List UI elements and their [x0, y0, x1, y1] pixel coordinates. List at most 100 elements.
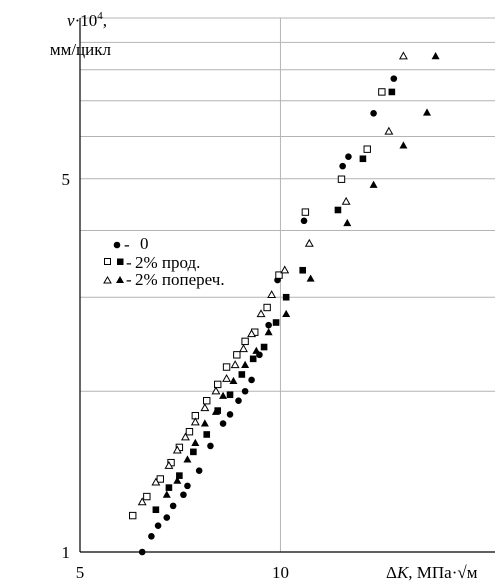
data-point-circle [241, 387, 249, 395]
data-point-circle [163, 514, 171, 521]
legend-dash: - [126, 270, 132, 289]
data-point-filled-triangle [264, 327, 273, 336]
data-point-circle [345, 153, 352, 160]
data-point-filled-square [334, 206, 342, 214]
y-tick-label: 1 [62, 543, 71, 562]
data-point-circle [300, 217, 308, 225]
data-point-open-triangle [222, 374, 232, 382]
data-point-filled-triangle [241, 360, 250, 368]
x-axis-label: ΔK, МПа·√м [386, 563, 478, 582]
data-point-filled-square [176, 472, 183, 479]
data-point-open-triangle [247, 329, 257, 338]
data-point-open-triangle [172, 445, 182, 454]
x-label-sqrt: √м [457, 563, 477, 582]
data-point-circle [138, 548, 146, 556]
data-point-filled-triangle [191, 438, 200, 446]
x-tick-label: 5 [76, 563, 85, 582]
legend-label: 2% прод. [135, 253, 200, 272]
y-label-comma: , [103, 11, 107, 30]
data-point-filled-triangle [229, 376, 238, 385]
data-point-circle [370, 110, 377, 117]
data-point-filled-triangle [282, 309, 291, 318]
data-point-open-square [214, 380, 222, 389]
data-point-open-square [263, 303, 271, 312]
data-point-filled-triangle [423, 108, 432, 116]
data-point-circle [265, 321, 272, 329]
data-point-open-triangle [267, 290, 277, 299]
data-point-circle [248, 376, 255, 384]
legend-marker-circle [113, 241, 121, 249]
data-point-filled-square [272, 319, 280, 326]
data-point-circle [235, 397, 242, 405]
data-point-filled-square [299, 266, 307, 274]
data-point-open-square [275, 271, 283, 279]
data-point-open-triangle [256, 309, 266, 318]
data-point-open-square [203, 397, 211, 405]
data-point-open-square [129, 511, 137, 520]
data-point-filled-triangle [200, 419, 209, 427]
data-point-filled-triangle [399, 141, 408, 149]
legend-dash: - [126, 253, 132, 272]
data-point-open-square [378, 88, 386, 96]
data-point-open-triangle [137, 497, 147, 506]
y-label-pow: ·10 [75, 11, 98, 30]
data-point-filled-square [359, 155, 367, 163]
data-point-open-square [241, 337, 249, 346]
data-point-open-square [143, 492, 151, 501]
legend-dash: - [124, 235, 130, 254]
data-point-filled-triangle [431, 52, 440, 60]
legend-label: 0 [140, 234, 149, 253]
data-point-filled-square [190, 448, 197, 456]
data-point-open-square [363, 145, 371, 153]
legend-item-2: - 2% попереч. [103, 270, 225, 289]
legend-marker-open-triangle [103, 276, 112, 284]
data-point-filled-square [165, 484, 173, 491]
data-point-open-square [301, 208, 310, 216]
data-point-circle [169, 502, 177, 510]
data-point-filled-square [226, 391, 234, 399]
data-point-open-square [222, 363, 231, 371]
data-point-circle [148, 533, 155, 540]
y-tick-label: 5 [62, 170, 71, 189]
data-point-open-triangle [398, 51, 408, 60]
data-point-filled-triangle [162, 490, 171, 498]
data-point-filled-triangle [252, 346, 261, 354]
data-point-open-square [185, 427, 194, 436]
legend-item-1: - 2% прод. [104, 253, 200, 272]
data-point-filled-square [238, 371, 246, 378]
x-label-unit: , МПа· [408, 563, 457, 582]
data-point-filled-square [249, 355, 257, 363]
data-point-filled-triangle [173, 476, 182, 484]
y-label-var: v [67, 11, 75, 30]
data-point-open-triangle [384, 126, 394, 135]
x-label-var: K [396, 563, 410, 582]
data-point-open-square [337, 175, 346, 183]
data-point-open-triangle [200, 403, 210, 412]
data-point-circle [195, 467, 203, 474]
data-point-open-triangle [211, 386, 221, 395]
data-point-circle [219, 420, 227, 427]
data-point-open-triangle [239, 344, 248, 353]
data-point-filled-square [388, 88, 396, 96]
data-point-filled-triangle [306, 274, 315, 282]
legend-marker-open-square [104, 258, 111, 265]
data-point-open-square [233, 351, 241, 359]
legend-item-0: - 0 [113, 234, 149, 254]
data-point-open-triangle [280, 265, 290, 274]
legend-label: 2% попереч. [135, 270, 225, 289]
data-point-filled-square [152, 506, 160, 514]
data-point-open-square [156, 475, 164, 483]
x-tick-label: 10 [272, 563, 289, 582]
legend-marker-filled-square [117, 258, 124, 265]
data-point-filled-triangle [211, 407, 220, 415]
data-point-circle [339, 162, 346, 170]
legend: - 0 - 2% прод. - 2% попереч. [103, 234, 225, 289]
y-axis-label: v·104, [67, 10, 107, 30]
data-point-open-triangle [151, 477, 161, 486]
y-axis-unit: мм/цикл [50, 40, 112, 59]
x-label-prefix: Δ [386, 563, 397, 582]
data-point-open-triangle [341, 196, 351, 205]
data-point-circle [184, 482, 191, 490]
data-point-open-triangle [190, 417, 200, 426]
